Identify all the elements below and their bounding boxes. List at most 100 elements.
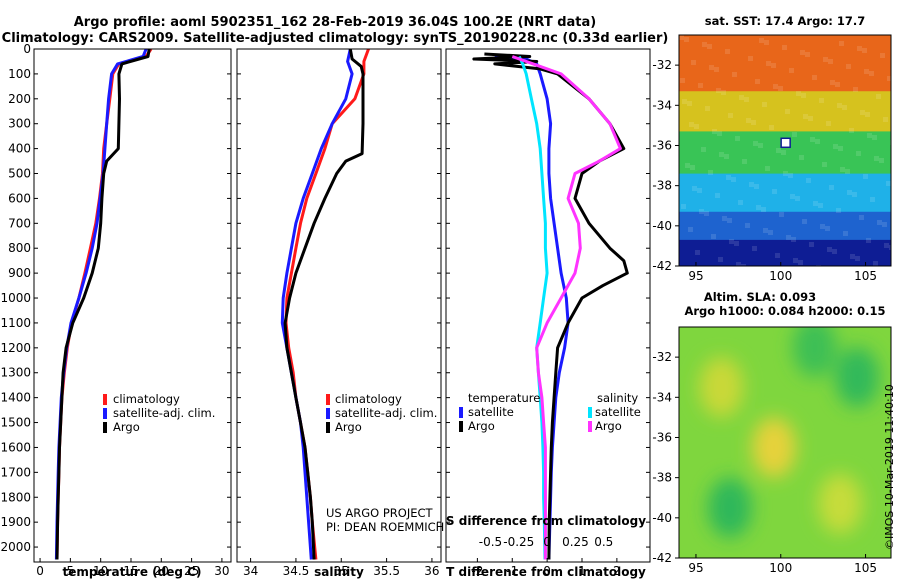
x-tick-label: 25 xyxy=(184,564,199,578)
depth-tick-label: 1000 xyxy=(0,291,31,305)
legend-swatch-satellite xyxy=(103,408,107,419)
sst-speckle xyxy=(846,64,851,69)
x-tick-label: 0 xyxy=(543,564,551,578)
sst-speckle xyxy=(805,52,810,57)
sst-speckle xyxy=(798,260,803,265)
salinity-legend: climatology satellite-adj. clim. Argo xyxy=(326,392,437,434)
depth-yticks: 0 100 200 300 400 500 600 700 800 900 1000 1100 1200… xyxy=(0,42,231,554)
sst-speckle xyxy=(725,49,730,54)
sst-speckle xyxy=(802,219,807,224)
sst-speckle xyxy=(781,150,786,155)
depth-tick-label: 1400 xyxy=(0,391,31,405)
sst-speckle xyxy=(732,72,737,77)
sst-speckle xyxy=(741,264,746,266)
sst-speckle xyxy=(716,88,721,93)
sst-speckle xyxy=(718,257,723,262)
sst-speckle xyxy=(809,242,814,247)
depth-tick-label: 300 xyxy=(8,117,31,131)
s-tick-label: 0.5 xyxy=(594,535,613,549)
x-tick-label: 1 xyxy=(578,564,586,578)
sst-speckle xyxy=(698,83,703,88)
map-y-tick-label: -40 xyxy=(652,511,672,525)
sst-speckle xyxy=(727,218,732,223)
sst-speckle xyxy=(739,95,744,100)
sst-speckle xyxy=(782,45,787,50)
sst-speckle xyxy=(768,230,773,235)
sst-speckle xyxy=(789,68,794,73)
sst-speckle xyxy=(819,98,824,103)
sst-speckle xyxy=(889,245,891,250)
sst-speckle xyxy=(679,35,684,40)
sst-speckle xyxy=(803,114,808,119)
series-line-satellite-adj-clim- xyxy=(54,49,148,560)
sst-speckle xyxy=(738,200,743,205)
sst-speckle xyxy=(719,152,724,157)
sst-speckle xyxy=(887,76,891,81)
depth-tick-label: 0 xyxy=(23,42,31,56)
sst-speckle xyxy=(860,110,865,115)
sst-speckle xyxy=(813,201,818,206)
sst-speckle xyxy=(731,177,736,182)
salinity-difference-title: S difference from climatology xyxy=(446,514,646,528)
sst-speckle xyxy=(833,144,838,149)
sst-speckle xyxy=(791,237,796,242)
map-y-tick-label: -40 xyxy=(652,219,672,233)
difference-panel: -2 -1 0 1 2 -0.5 -0.25 0 0.25 0.5 T difference f… xyxy=(445,48,651,579)
sst-speckle xyxy=(876,94,881,99)
sst-speckle xyxy=(759,38,764,43)
sst-speckle xyxy=(845,169,850,174)
sst-speckle xyxy=(880,53,885,58)
sla-blob xyxy=(818,473,863,534)
sla-map-field xyxy=(679,327,891,558)
s-tick-label: 0.25 xyxy=(562,535,589,549)
difference-xticks: -2 -1 0 1 2 xyxy=(471,558,621,578)
sst-speckle xyxy=(705,106,710,111)
sst-speckle xyxy=(712,129,717,134)
temperature-legend: climatology satellite-adj. clim. Argo xyxy=(103,392,215,434)
s-tick-label: 0 xyxy=(543,535,551,549)
sst-speckle xyxy=(692,186,697,191)
sst-speckle xyxy=(736,262,741,266)
salinity-xticks: 34 34.5 35 35.5 36 xyxy=(243,558,440,578)
sst-speckle xyxy=(687,101,692,106)
x-tick-label: -2 xyxy=(471,564,483,578)
sst-speckle xyxy=(701,147,706,152)
sst-speckle xyxy=(682,99,687,104)
sst-speckle xyxy=(691,60,696,65)
sla-map-frame xyxy=(678,326,892,559)
sst-speckle xyxy=(823,57,828,62)
sst-speckle xyxy=(796,91,801,96)
sst-speckle xyxy=(745,223,750,228)
depth-tick-label: 200 xyxy=(8,92,31,106)
legend-swatch-climatology xyxy=(103,394,107,405)
sst-speckle xyxy=(827,247,832,252)
sst-speckle xyxy=(769,125,774,130)
sst-speckle xyxy=(820,224,825,229)
sst-speckle xyxy=(849,128,854,133)
figure-title-line1: Argo profile: aoml 5902351_162 28-Feb-20… xyxy=(74,15,596,30)
sst-speckle xyxy=(773,84,778,89)
series-line-climatology xyxy=(55,49,153,560)
sst-speckle xyxy=(836,208,841,213)
sst-speckle xyxy=(810,137,815,142)
sst-speckle xyxy=(830,80,835,85)
sst-speckle xyxy=(873,261,878,266)
x-tick-label: 15 xyxy=(123,564,138,578)
sla-blob xyxy=(699,357,744,418)
legend-swatch-argo xyxy=(326,422,330,433)
series-line-argo xyxy=(283,49,365,560)
sst-map-panel: sat. SST: 17.4 Argo: 17.7 95 100 105 -32-3… xyxy=(652,14,892,283)
sst-speckle xyxy=(752,246,757,251)
sst-speckle xyxy=(792,132,797,137)
x-tick-label: 0 xyxy=(36,564,44,578)
sst-speckle xyxy=(697,188,702,193)
sst-speckle xyxy=(763,228,768,233)
salinity-diff-sticks: -0.5 -0.25 0 0.25 0.5 xyxy=(479,535,614,549)
sst-map-title: sat. SST: 17.4 Argo: 17.7 xyxy=(705,14,865,28)
sla-map-yticks: -32 -34 -36 -38 -40 -42 xyxy=(652,350,679,565)
sst-speckle xyxy=(839,41,844,46)
legend-swatch-t-argo xyxy=(459,421,463,432)
sst-map-xticks: 95 100 105 xyxy=(688,262,877,283)
sst-speckle xyxy=(778,86,783,91)
legend-label-argo: Argo xyxy=(113,420,140,434)
